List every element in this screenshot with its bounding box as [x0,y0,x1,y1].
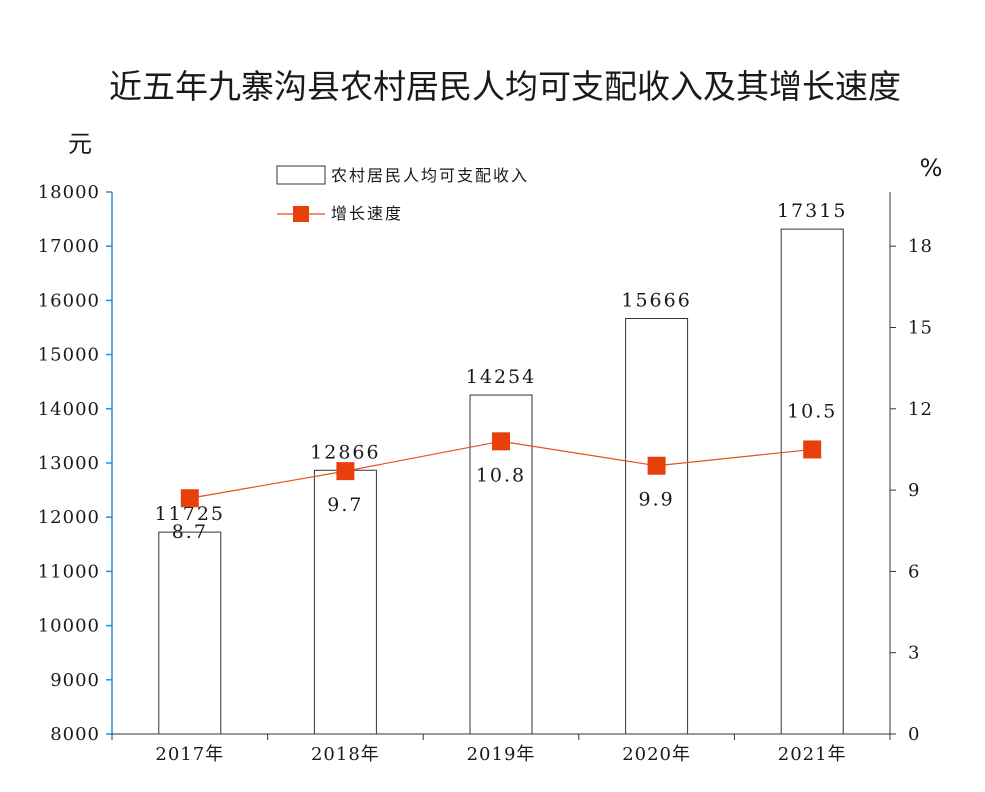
left-y-tick-label: 10000 [38,616,100,637]
growth-value-label: 9.9 [638,489,674,511]
bar-value-label: 17315 [777,200,847,222]
growth-value-label: 10.8 [476,464,526,486]
bar [469,394,533,735]
left-y-tick-label: 11000 [38,561,100,582]
growth-line: 8.7 9.7 10.8 9.9 10.5 [172,400,837,543]
legend: 农村居民人均可支配收入 增长速度 [276,165,529,223]
axes: 8000 9000 10000 11000 12000 13000 14000 15000 16… [38,182,933,765]
right-y-tick-label: 3 [908,643,920,664]
right-y-tick-label: 12 [908,399,933,420]
growth-value-label: 9.7 [327,494,363,516]
legend-line-marker [293,206,309,222]
growth-value-label: 10.5 [787,400,837,422]
growth-point [803,440,822,459]
bars: 11725 12866 14254 15666 17315 [155,200,847,735]
right-y-tick-label: 9 [908,480,920,501]
left-y-tick-label: 17000 [38,236,100,257]
growth-point [492,432,510,451]
chart-title: 近五年九寨沟县农村居民人均可支配收入及其增长速度 [109,67,901,106]
x-tick-label: 2018年 [311,744,380,765]
growth-value-label: 8.7 [172,521,208,543]
right-y-tick-label: 6 [908,561,920,582]
bar [780,228,844,735]
growth-point [180,489,199,508]
left-y-tick-label: 16000 [38,290,100,311]
left-y-tick-label: 18000 [38,182,100,203]
x-tick-label: 2019年 [467,744,536,765]
right-y-tick-label: 15 [908,318,933,339]
left-y-tick-label: 15000 [38,345,100,366]
right-axis-unit: % [920,154,943,182]
bar [158,531,222,735]
left-y-tick-label: 12000 [38,507,100,528]
bar [313,469,377,735]
bar-value-label: 15666 [621,290,691,312]
left-y-tick-label: 14000 [38,399,100,420]
legend-bar-swatch [276,165,326,185]
growth-point [647,456,666,475]
legend-bar-label: 农村居民人均可支配收入 [331,166,529,185]
right-y-tick-label: 18 [908,236,933,257]
bar-value-label: 12866 [310,441,380,463]
left-y-tick-label: 8000 [50,724,100,745]
x-tick-label: 2017年 [155,744,224,765]
bar [625,318,689,735]
left-axis-unit: 元 [68,130,92,158]
bar-value-label: 14254 [466,366,536,388]
x-tick-label: 2021年 [778,744,847,765]
growth-point [336,462,355,481]
right-y-tick-label: 0 [908,724,920,745]
legend-line-label: 增长速度 [331,204,403,223]
left-y-tick-label: 13000 [38,453,100,474]
left-y-tick-label: 9000 [50,670,100,691]
bar-value-label: 11725 [155,503,225,525]
x-tick-label: 2020年 [622,744,691,765]
